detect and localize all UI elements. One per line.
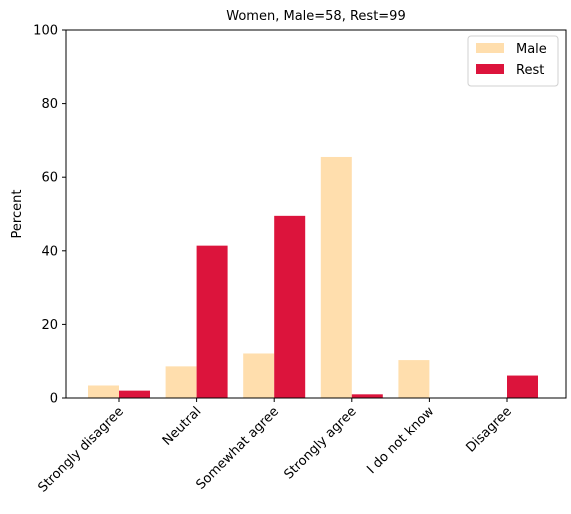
x-tick-label-5: Disagree	[463, 404, 514, 455]
chart-title: Women, Male=58, Rest=99	[226, 9, 405, 24]
x-tick-label-1: Neutral	[160, 404, 205, 449]
x-tick-label-4: I do not know	[364, 404, 437, 477]
bar-rest-3	[351, 394, 383, 398]
bar-rest-1	[196, 245, 228, 398]
bar-rest-0	[119, 390, 150, 398]
bar-rest-5	[507, 375, 538, 398]
y-tick-label-4: 80	[41, 97, 58, 112]
legend-swatch-rest	[476, 64, 504, 74]
plot-frame	[65, 29, 567, 399]
bar-male-4	[398, 360, 430, 398]
legend: Male Rest	[467, 35, 559, 87]
x-tick-label-3: Strongly agree	[281, 404, 359, 482]
bar-male-0	[88, 385, 119, 398]
legend-swatch-male	[476, 43, 504, 53]
bar-male-1	[165, 366, 197, 398]
y-tick-label-1: 20	[41, 318, 58, 333]
bar-male-2	[243, 353, 275, 398]
y-tick-label-0: 0	[50, 392, 58, 407]
y-axis: 0 20 40 60 80 100	[33, 24, 66, 407]
bar-rest-2	[274, 215, 306, 398]
bar-male-3	[320, 156, 352, 398]
x-tick-label-0: Strongly disagree	[35, 404, 126, 495]
y-tick-label-2: 40	[41, 244, 58, 259]
x-tick-label-2: Somewhat agree	[193, 404, 282, 493]
legend-label-male: Male	[516, 42, 547, 57]
legend-label-rest: Rest	[516, 63, 544, 78]
y-axis-label: Percent	[10, 190, 25, 239]
y-tick-label-5: 100	[33, 24, 58, 39]
bars-layer	[88, 156, 538, 398]
y-tick-label-3: 60	[41, 171, 58, 186]
